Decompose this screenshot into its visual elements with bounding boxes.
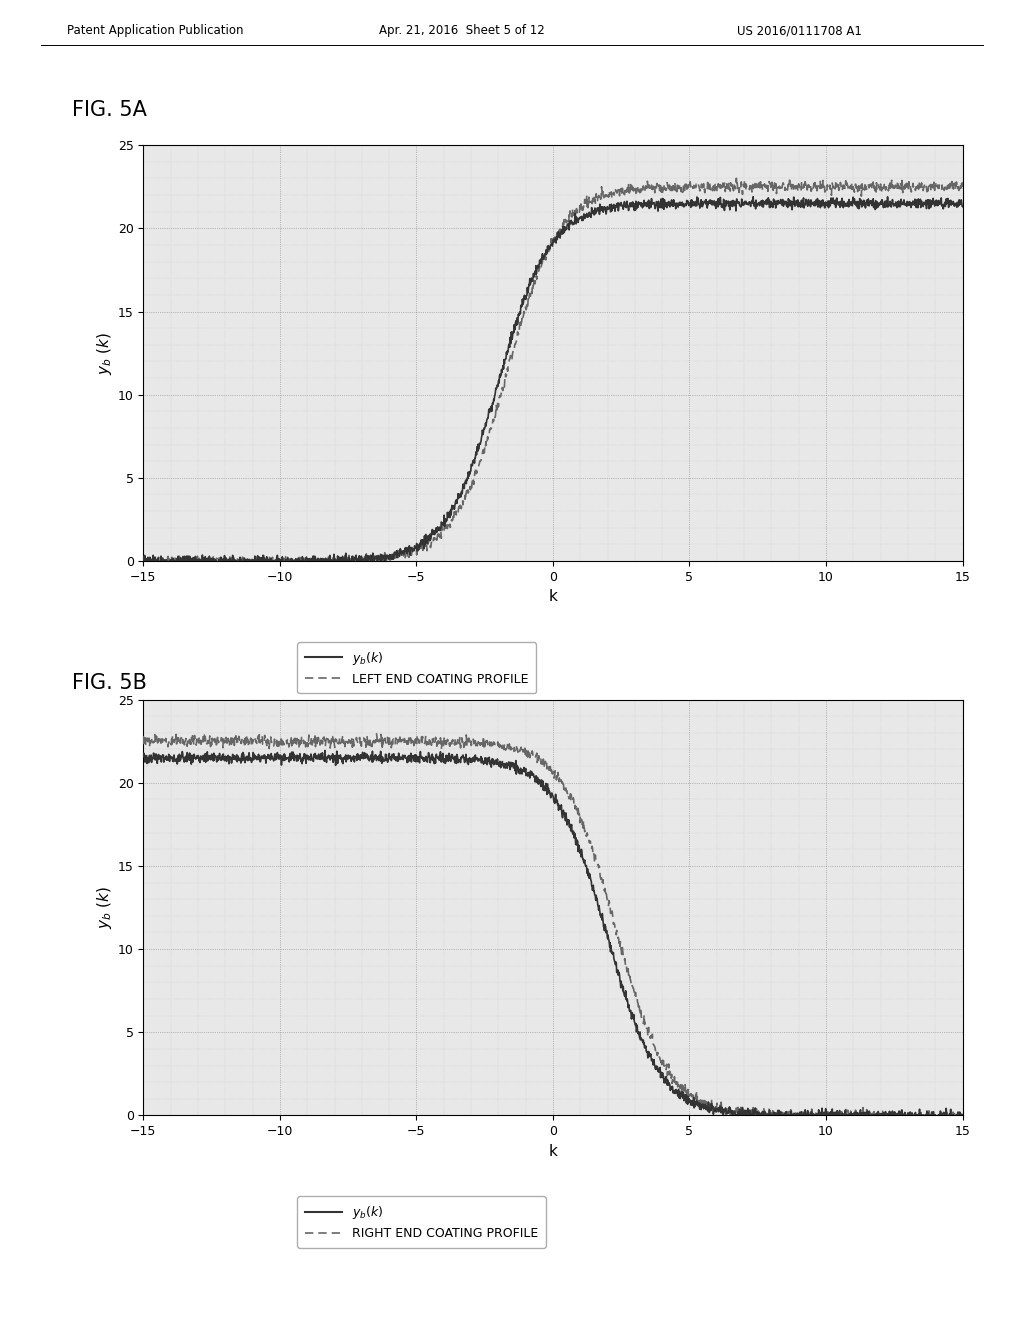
Legend: $y_b(k)$, LEFT END COATING PROFILE: $y_b(k)$, LEFT END COATING PROFILE — [297, 642, 537, 693]
Text: FIG. 5B: FIG. 5B — [72, 673, 146, 693]
X-axis label: k: k — [549, 589, 557, 605]
Y-axis label: $y_b\ (k)$: $y_b\ (k)$ — [94, 331, 114, 375]
Text: US 2016/0111708 A1: US 2016/0111708 A1 — [737, 24, 862, 37]
Text: Patent Application Publication: Patent Application Publication — [67, 24, 243, 37]
Text: Apr. 21, 2016  Sheet 5 of 12: Apr. 21, 2016 Sheet 5 of 12 — [379, 24, 545, 37]
X-axis label: k: k — [549, 1143, 557, 1159]
Legend: $y_b(k)$, RIGHT END COATING PROFILE: $y_b(k)$, RIGHT END COATING PROFILE — [297, 1196, 546, 1247]
Text: FIG. 5A: FIG. 5A — [72, 100, 146, 120]
Y-axis label: $y_b\ (k)$: $y_b\ (k)$ — [94, 886, 114, 929]
